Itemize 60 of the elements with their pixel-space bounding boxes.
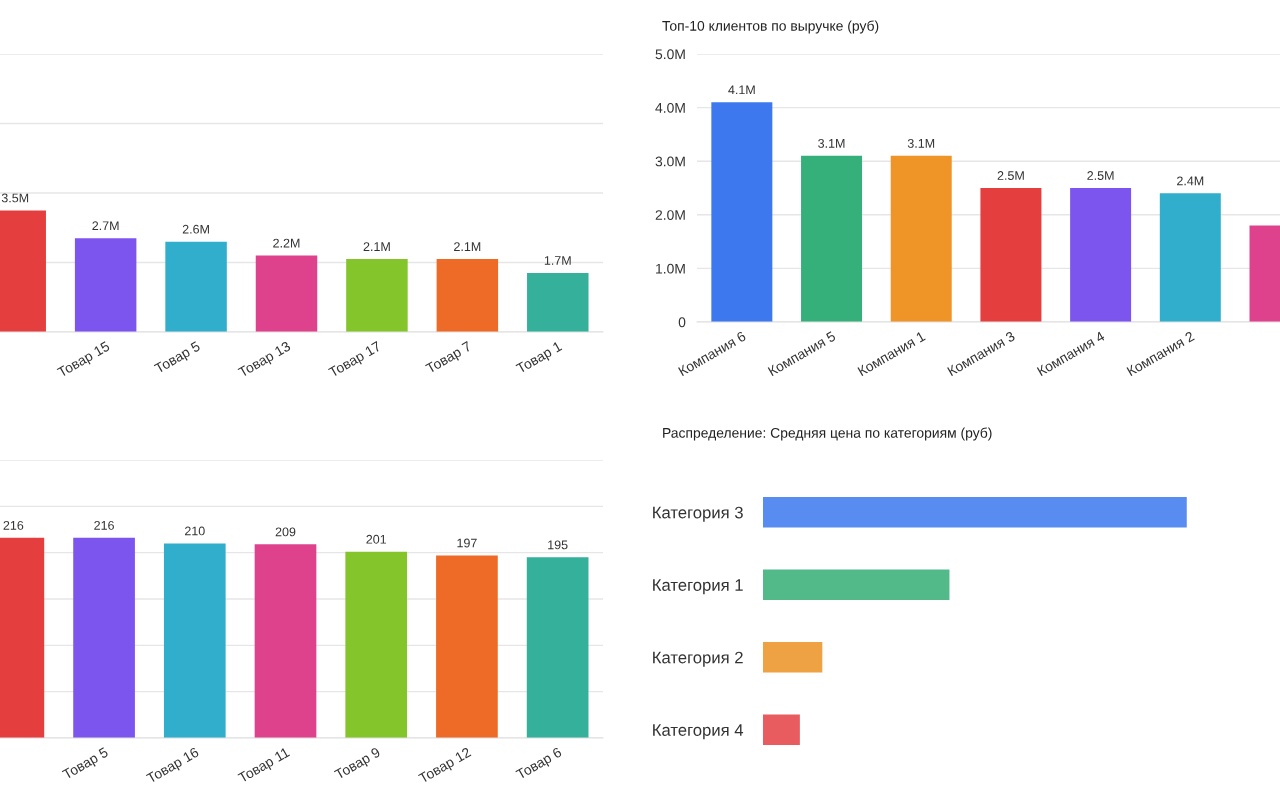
x-tick-label: Товар 13 xyxy=(237,340,293,380)
data-label: 2.1M xyxy=(454,242,481,251)
y-tick-label: Категория 1 xyxy=(653,579,743,595)
bar xyxy=(763,497,1187,528)
y-tick-label: 4.0M xyxy=(655,102,685,113)
x-tick-label: Товар 5 xyxy=(61,747,111,783)
bar xyxy=(346,259,408,332)
data-label: 216 xyxy=(94,520,114,530)
bar xyxy=(255,255,318,332)
bar xyxy=(980,188,1042,322)
chart-title: Топ-10 клиентов по выручке (руб) xyxy=(662,20,879,34)
y-tick-label: 2.0M xyxy=(655,210,685,220)
chart-title: Распределение: Средняя цена по категориям (руб) xyxy=(663,427,992,441)
y-tick-label: 5.0M xyxy=(655,49,685,60)
bar xyxy=(801,155,863,322)
x-tick-label: Товар 9 xyxy=(333,746,383,783)
x-tick-label: Товар 16 xyxy=(145,746,201,786)
data-label: 3.5M xyxy=(1,193,29,203)
data-label: 2.1M xyxy=(363,242,390,251)
data-label: 3.1M xyxy=(818,138,845,148)
bar xyxy=(527,272,589,332)
data-label: 4.1M xyxy=(728,85,755,95)
data-label: 2.6M xyxy=(182,224,209,234)
x-tick-label: Товар 17 xyxy=(328,341,383,380)
data-label: 2.4M xyxy=(1177,176,1204,186)
data-label: 2.2M xyxy=(273,238,300,248)
x-tick-label: Товар 12 xyxy=(417,747,473,786)
bar xyxy=(74,238,137,332)
data-label: 2.7M xyxy=(92,221,119,231)
bar xyxy=(763,642,823,673)
bar xyxy=(165,241,227,332)
y-tick-label: Категория 2 xyxy=(653,651,743,667)
y-tick-label: 0 xyxy=(678,317,686,328)
bar xyxy=(1159,193,1221,322)
bar xyxy=(763,569,950,600)
x-tick-label: Товар 5 xyxy=(153,341,203,377)
data-label: 3.1M xyxy=(907,138,935,148)
x-tick-label: Товар 15 xyxy=(56,341,112,380)
data-label: 216 xyxy=(3,520,24,530)
bar xyxy=(890,155,952,322)
bar xyxy=(436,259,499,332)
data-label: 210 xyxy=(184,526,205,536)
data-label: 197 xyxy=(457,538,477,548)
y-tick-label: 3.0M xyxy=(655,156,685,167)
bar xyxy=(1070,188,1132,322)
data-label: 209 xyxy=(275,527,296,537)
y-tick-label: Категория 4 xyxy=(653,724,744,740)
x-tick-label: Товар 1 xyxy=(515,341,564,377)
x-tick-label: Товар 7 xyxy=(425,341,474,377)
data-label: 2.5M xyxy=(1087,171,1114,180)
data-label: 1.7M xyxy=(544,256,571,265)
data-label: 201 xyxy=(366,534,387,544)
bar xyxy=(711,102,773,322)
x-tick-label: Товар 6 xyxy=(515,746,564,783)
data-label: 195 xyxy=(548,540,568,550)
y-tick-label: Категория 3 xyxy=(653,506,743,522)
data-label: 2.5M xyxy=(997,171,1024,180)
x-tick-label: Товар 11 xyxy=(237,747,292,786)
y-tick-label: 1.0M xyxy=(656,263,685,274)
bar xyxy=(763,714,800,745)
